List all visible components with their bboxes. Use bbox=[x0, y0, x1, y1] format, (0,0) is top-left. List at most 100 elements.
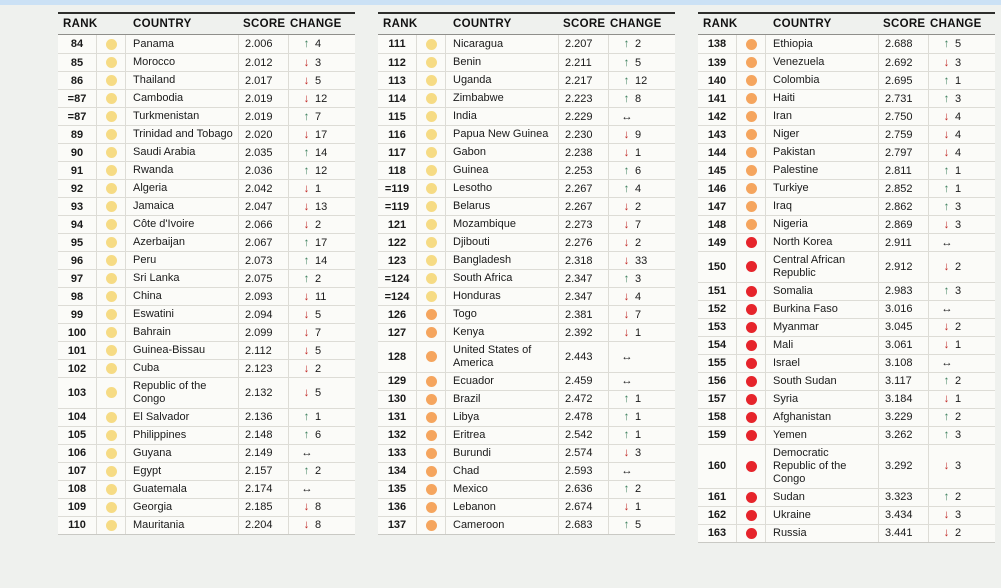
country-name: Bangladesh bbox=[453, 254, 512, 267]
score-value: 2.852 bbox=[878, 180, 928, 197]
change-up-arrow: ↑ bbox=[943, 38, 950, 50]
change-cell: ↓ 3 bbox=[928, 54, 995, 71]
tier-dot-cell bbox=[736, 162, 766, 179]
change-down-arrow: ↓ bbox=[623, 236, 630, 249]
yellow-tier-dot bbox=[105, 38, 117, 50]
table-row: 104 El Salvador 2.136 ↑ 1 bbox=[58, 407, 355, 426]
table-row: 138 Ethiopia 2.688 ↑ 5 bbox=[698, 35, 995, 53]
score-value: 2.459 bbox=[558, 372, 608, 390]
orange-tier-dot bbox=[425, 351, 437, 363]
change-cell: ↓ 17 bbox=[288, 126, 355, 143]
rank-value: 140 bbox=[707, 74, 727, 87]
rank-value: =124 bbox=[384, 290, 410, 303]
change-value: 9 bbox=[635, 128, 642, 141]
orange-tier-dot bbox=[745, 219, 757, 230]
table-row: 98 China 2.093 ↓ 11 bbox=[58, 287, 355, 305]
change-cell: ↓ 8 bbox=[288, 516, 355, 534]
rank-value: 132 bbox=[387, 429, 407, 442]
yellow-tier-dot bbox=[425, 147, 437, 158]
change-value: 7 bbox=[315, 110, 322, 123]
rank-value: 143 bbox=[707, 128, 727, 141]
tier-dot-cell bbox=[96, 72, 126, 89]
table-row: 105 Philippines 2.148 ↑ 6 bbox=[58, 425, 355, 444]
tier-dot-cell bbox=[736, 198, 766, 215]
change-value: 17 bbox=[315, 236, 328, 249]
change-value: 6 bbox=[635, 164, 642, 177]
score-value: 2.223 bbox=[558, 90, 608, 107]
rank-value: 110 bbox=[68, 519, 86, 532]
rank-value: 96 bbox=[70, 254, 84, 267]
orange-tier-dot bbox=[425, 393, 437, 405]
table-body: 138 Ethiopia 2.688 ↑ 5 139 Venezuela 2.692 ↓ 3 140… bbox=[698, 35, 995, 543]
table-row: 118 Guinea 2.253 ↑ 6 bbox=[378, 161, 675, 179]
country-name: Ethiopia bbox=[773, 37, 813, 50]
country-name: India bbox=[453, 110, 477, 123]
change-cell: ↑ 5 bbox=[608, 516, 675, 534]
rank-value: 130 bbox=[387, 393, 407, 406]
score-value: 2.099 bbox=[238, 324, 288, 341]
tier-dot-cell bbox=[416, 306, 446, 323]
score-value: 2.094 bbox=[238, 306, 288, 323]
red-tier-dot bbox=[745, 460, 757, 472]
change-value: 5 bbox=[315, 308, 322, 321]
score-column-header: SCORE bbox=[883, 18, 926, 30]
table-row: 121 Mozambique 2.273 ↓ 7 bbox=[378, 215, 675, 233]
change-same-arrow: ↔ bbox=[301, 483, 313, 496]
tier-dot-cell bbox=[416, 288, 446, 305]
change-down-arrow: ↓ bbox=[623, 146, 630, 159]
tier-dot-cell bbox=[416, 444, 446, 462]
tier-dot-cell bbox=[416, 108, 446, 125]
score-value: 3.292 bbox=[878, 444, 928, 488]
yellow-tier-dot bbox=[105, 483, 117, 495]
table-row: 156 South Sudan 3.117 ↑ 2 bbox=[698, 371, 995, 390]
change-up-arrow: ↑ bbox=[943, 411, 950, 424]
tier-dot-cell bbox=[736, 54, 766, 71]
country-name: Guyana bbox=[133, 446, 172, 459]
change-value: 3 bbox=[955, 429, 962, 442]
change-down-arrow: ↓ bbox=[303, 290, 310, 303]
table-row: =119 Belarus 2.267 ↓ 2 bbox=[378, 197, 675, 215]
tier-dot-cell bbox=[416, 252, 446, 269]
change-value: 2 bbox=[315, 218, 322, 231]
change-cell: ↑ 1 bbox=[928, 180, 995, 197]
change-value: 1 bbox=[635, 146, 642, 159]
orange-tier-dot bbox=[745, 201, 757, 212]
change-value: 3 bbox=[955, 218, 962, 231]
change-cell: ↓ 5 bbox=[288, 306, 355, 323]
country-name: Iraq bbox=[773, 200, 792, 213]
change-up-arrow: ↑ bbox=[623, 393, 630, 406]
country-name: Sudan bbox=[773, 490, 805, 503]
table-row: =87 Cambodia 2.019 ↓ 12 bbox=[58, 89, 355, 107]
rank-column-header: RANK bbox=[383, 18, 418, 30]
change-column-header: CHANGE bbox=[290, 18, 342, 30]
score-value: 2.217 bbox=[558, 72, 608, 89]
score-value: 3.184 bbox=[878, 390, 928, 408]
rank-value: 136 bbox=[387, 501, 407, 514]
score-value: 2.149 bbox=[238, 444, 288, 462]
country-name: Colombia bbox=[773, 74, 820, 87]
change-value: 2 bbox=[635, 236, 642, 249]
country-name: Iran bbox=[773, 110, 792, 123]
table-row: 159 Yemen 3.262 ↑ 3 bbox=[698, 425, 995, 444]
score-value: 3.117 bbox=[878, 372, 928, 390]
country-name: Philippines bbox=[133, 428, 187, 441]
score-value: 2.204 bbox=[238, 516, 288, 534]
change-cell: ↑ 3 bbox=[928, 198, 995, 215]
change-up-arrow: ↑ bbox=[623, 182, 630, 195]
orange-tier-dot bbox=[425, 411, 437, 423]
change-down-arrow: ↓ bbox=[303, 92, 310, 105]
change-down-arrow: ↓ bbox=[943, 218, 950, 231]
rank-value: 115 bbox=[388, 110, 406, 123]
rank-value: 133 bbox=[387, 447, 407, 460]
tier-dot-cell bbox=[416, 198, 446, 215]
change-cell: ↓ 33 bbox=[608, 252, 675, 269]
country-name: Somalia bbox=[773, 284, 813, 297]
change-up-arrow: ↑ bbox=[943, 74, 950, 87]
change-cell: ↓ 1 bbox=[928, 336, 995, 354]
change-value: 1 bbox=[955, 393, 962, 406]
change-value: 3 bbox=[635, 272, 642, 285]
score-value: 2.006 bbox=[238, 35, 288, 53]
change-down-arrow: ↓ bbox=[303, 501, 310, 514]
country-name: Thailand bbox=[133, 74, 176, 87]
change-value: 4 bbox=[315, 38, 322, 50]
